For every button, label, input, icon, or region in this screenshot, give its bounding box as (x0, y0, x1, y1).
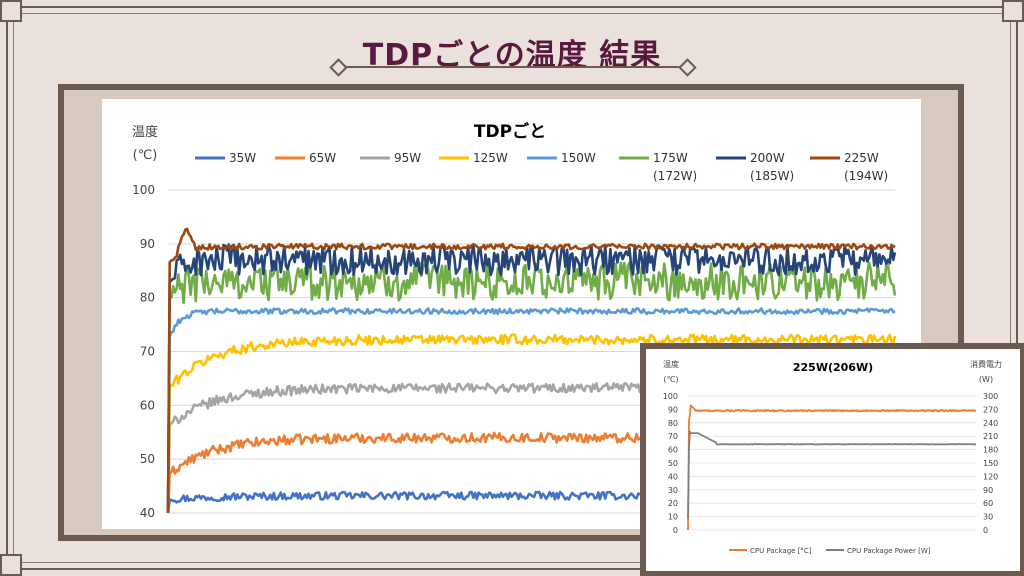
main-legend-sublabel: (172W) (653, 169, 697, 183)
inset-y2-tick-label: 210 (983, 432, 998, 441)
corner-ornament-bottom-left (0, 554, 22, 576)
inset-y2-tick-label: 240 (983, 419, 998, 428)
main-y-tick-label: 70 (140, 345, 155, 359)
inset-y-tick-label: 40 (668, 472, 678, 481)
inset-ylabel-line2: (℃) (663, 375, 678, 384)
inset-y-tick-label: 90 (668, 405, 678, 414)
inset-y-tick-label: 60 (668, 446, 678, 455)
inset-y-tick-label: 80 (668, 419, 678, 428)
main-legend-label: 175W (653, 151, 688, 165)
inset-y2-tick-label: 300 (983, 392, 998, 401)
inset-y-axis-ticks: 0 10 20 30 40 50 60 70 80 90 100 (663, 392, 678, 535)
main-chart-title: TDPごと (474, 121, 546, 142)
inset-series-lines (687, 404, 977, 531)
main-y-tick-label: 50 (140, 452, 155, 466)
main-legend-sublabel: (185W) (750, 169, 794, 183)
inset-legend-label: CPU Package Power [W] (847, 547, 931, 555)
inset-y2-tick-label: 90 (983, 486, 993, 495)
outer-frame (6, 6, 1018, 570)
inset-y-tick-label: 30 (668, 486, 678, 495)
main-ylabel-line1: 温度 (132, 124, 158, 140)
inset-series-line (687, 404, 977, 531)
corner-ornament-top-right (1002, 0, 1024, 22)
inset-y-tick-label: 50 (668, 459, 678, 468)
inset-chart-svg: 温度 (℃) 消費電力 (W) 225W(206W) 0 10 20 30 40 50 60… (663, 359, 1002, 555)
inset-grid (688, 395, 976, 531)
inset-y2-tick-label: 30 (983, 513, 993, 522)
inset-y2-tick-label: 0 (983, 526, 988, 535)
inset-y-tick-label: 20 (668, 499, 678, 508)
main-legend-label: 225W (844, 151, 879, 165)
inset-y2label-line2: (W) (979, 375, 993, 384)
inset-series-line (687, 430, 977, 519)
inset-y2-tick-label: 120 (983, 472, 998, 481)
inset-y2-tick-label: 60 (983, 499, 993, 508)
main-legend-label: 125W (473, 151, 508, 165)
main-series-line (166, 227, 896, 514)
main-legend-label: 35W (229, 151, 256, 165)
inset-y2-tick-label: 180 (983, 446, 998, 455)
main-legend: 35W 65W 95W 125W 150W 175W (172W) 200W (185W) 225… (195, 151, 888, 183)
inset-y-tick-label: 70 (668, 432, 678, 441)
main-series-lines (166, 227, 897, 514)
main-legend-label: 150W (561, 151, 596, 165)
main-y-axis-ticks: 40 50 60 70 80 90 100 (132, 183, 155, 520)
inset-legend-label: CPU Package [°C] (750, 547, 812, 555)
inset-y-tick-label: 0 (673, 526, 678, 535)
corner-ornament-top-left (0, 0, 22, 22)
title-underline (342, 66, 682, 68)
main-series-line (166, 307, 896, 514)
main-legend-label: 200W (750, 151, 785, 165)
main-y-tick-label: 100 (132, 183, 155, 197)
inner-frame (13, 13, 1011, 563)
inset-y2-tick-label: 270 (983, 405, 998, 414)
main-series-line (166, 333, 897, 514)
main-y-tick-label: 60 (140, 398, 155, 412)
main-legend-label: 65W (309, 151, 336, 165)
main-legend-sublabel: (194W) (844, 169, 888, 183)
main-y-tick-label: 80 (140, 291, 155, 305)
inset-legend: CPU Package [°C] CPU Package Power [W] (729, 547, 931, 555)
inset-y-tick-label: 10 (668, 513, 678, 522)
inset-chart: 温度 (℃) 消費電力 (W) 225W(206W) 0 10 20 30 40 50 60… (646, 349, 1020, 571)
main-y-tick-label: 40 (140, 506, 155, 520)
inset-ylabel-line1: 温度 (663, 359, 679, 369)
main-series-line (166, 261, 897, 514)
inset-y2-tick-label: 150 (983, 459, 998, 468)
inset-chart-title: 225W(206W) (793, 361, 873, 374)
inset-y2label-line1: 消費電力 (970, 359, 1002, 369)
main-y-tick-label: 90 (140, 237, 155, 251)
main-ylabel-line2: (℃) (133, 148, 158, 163)
main-legend-label: 95W (394, 151, 421, 165)
inset-y2-axis-ticks: 0 30 60 90 120 150 180 210 240 270 300 (983, 392, 998, 535)
inset-y-tick-label: 100 (663, 392, 678, 401)
